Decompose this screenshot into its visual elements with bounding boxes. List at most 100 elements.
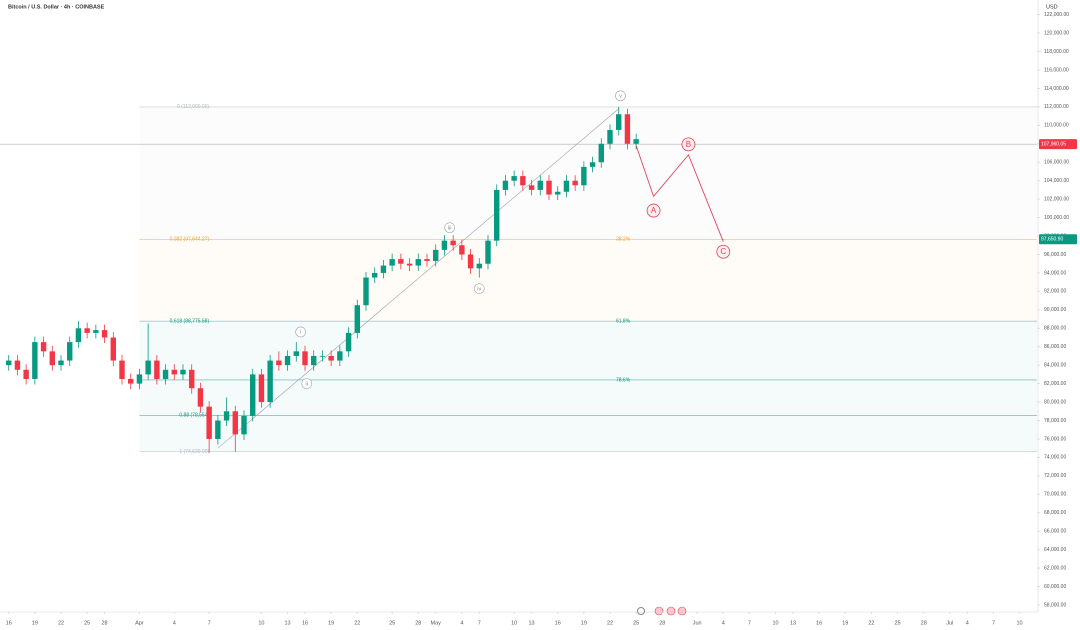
fib-label: 0.88 (78,554) xyxy=(179,413,209,419)
wave-label: ii xyxy=(306,381,308,387)
x-tick-label: 28 xyxy=(415,620,421,626)
wave-marker xyxy=(473,283,485,294)
x-tick-label: Apr xyxy=(135,620,144,626)
y-tick-label: 80,000.00 xyxy=(1044,399,1066,405)
candle-body xyxy=(32,342,38,380)
y-tick-label: 104,000.00 xyxy=(1044,178,1069,184)
fib-band xyxy=(139,415,1037,452)
x-tick-label: 13 xyxy=(529,620,535,626)
candle-body xyxy=(441,240,448,250)
y-tick-label: 94,000.00 xyxy=(1044,270,1066,276)
x-tick-label: Jul xyxy=(946,620,953,626)
x-tick-label: 7 xyxy=(992,620,995,626)
candle-body xyxy=(389,259,395,266)
candle-body xyxy=(328,355,334,361)
candle-body xyxy=(398,259,404,264)
y-tick-label: 86,000.00 xyxy=(1044,344,1066,350)
y-tick-label: 90,000.00 xyxy=(1044,307,1066,313)
candle-body xyxy=(581,166,587,186)
x-tick-label: 7 xyxy=(208,620,211,626)
x-tick-label: 13 xyxy=(790,620,796,626)
candle-body xyxy=(14,360,21,370)
y-tick-label: 114,000.00 xyxy=(1044,86,1069,92)
wave-marker xyxy=(295,326,306,338)
candle-body xyxy=(598,143,604,163)
x-tick-label: 22 xyxy=(607,620,613,626)
chart-title: Bitcoin / U.S. Dollar · 4h · COINBASE xyxy=(8,4,105,10)
candle-body xyxy=(128,379,134,384)
x-tick-label: 25 xyxy=(895,620,901,626)
candle-body xyxy=(180,369,186,375)
icon[interactable] xyxy=(654,606,664,616)
y-tick-label: 122,000.00 xyxy=(1044,12,1069,18)
candle-body xyxy=(232,411,238,435)
fib-label: 0.618 (88,775.58) xyxy=(170,318,210,324)
candle-body xyxy=(6,360,12,366)
x-tick-label: 7 xyxy=(748,620,751,626)
y-tick-label: 64,000.00 xyxy=(1044,547,1066,553)
projection-label: A xyxy=(651,206,657,215)
projection-marker xyxy=(681,137,696,152)
candle-body xyxy=(293,351,299,356)
candle-body xyxy=(84,328,90,333)
x-tick-label: 19 xyxy=(32,620,38,626)
x-tick-label: 28 xyxy=(659,620,665,626)
projection-label: B xyxy=(686,140,691,149)
fib-band xyxy=(139,321,1037,380)
candle-body xyxy=(49,351,55,366)
wave-marker xyxy=(444,222,455,234)
candle-body xyxy=(189,369,195,389)
x-tick-label: 4 xyxy=(966,620,969,626)
candle-body xyxy=(267,360,273,403)
candle-body xyxy=(511,176,517,181)
icon[interactable] xyxy=(677,606,687,616)
candle-body xyxy=(520,176,526,186)
y-tick-label: 102,000.00 xyxy=(1044,196,1069,202)
y-tick-label: 84,000.00 xyxy=(1044,362,1066,368)
x-tick-label: 13 xyxy=(285,620,291,626)
fib-label: 0 (112,000.00) xyxy=(177,104,209,110)
y-tick-label: 116,000.00 xyxy=(1044,67,1069,73)
candle-body xyxy=(276,360,282,366)
candle-body xyxy=(354,305,360,333)
price-tag xyxy=(1039,139,1077,150)
x-tick-label: 16 xyxy=(302,620,308,626)
trend-line xyxy=(217,108,619,449)
candle-body xyxy=(450,240,456,246)
projection-label: C xyxy=(720,247,726,256)
y-tick-label: 76,000.00 xyxy=(1044,436,1066,442)
y-tick-label: 58,000.00 xyxy=(1044,602,1066,608)
y-tick-label: 72,000.00 xyxy=(1044,473,1066,479)
y-tick-label: 96,000.00 xyxy=(1044,252,1066,258)
candle-body xyxy=(197,388,204,407)
y-tick-label: 70,000.00 xyxy=(1044,492,1066,498)
fib-pct: 61.8% xyxy=(616,318,631,324)
candle-body xyxy=(337,351,343,361)
candle-body xyxy=(154,360,160,380)
x-tick-label: 4 xyxy=(173,620,176,626)
x-tick-label: 16 xyxy=(816,620,822,626)
candle-body xyxy=(380,265,387,273)
candle-body xyxy=(23,369,29,380)
y-tick-label: 110,000.00 xyxy=(1044,123,1069,129)
y-tick-label: 78,000.00 xyxy=(1044,418,1066,424)
candle-body xyxy=(467,254,474,269)
candle-body xyxy=(459,245,465,255)
x-tick-label: 25 xyxy=(389,620,395,626)
candle-body xyxy=(258,374,265,403)
x-tick-label: May xyxy=(431,620,442,626)
toolbar xyxy=(637,606,687,616)
candle-body xyxy=(476,263,482,269)
icon[interactable] xyxy=(666,606,676,616)
price-tag xyxy=(1039,234,1077,245)
icon[interactable] xyxy=(637,607,645,615)
candle-body xyxy=(537,180,543,190)
price-tag-label: 97,650.90 xyxy=(1041,237,1063,243)
candle-body xyxy=(302,351,308,366)
candle-body xyxy=(223,411,230,421)
fib-pct: 38.2% xyxy=(616,237,631,243)
wave-label: v xyxy=(619,94,622,100)
candle-body xyxy=(424,259,430,261)
